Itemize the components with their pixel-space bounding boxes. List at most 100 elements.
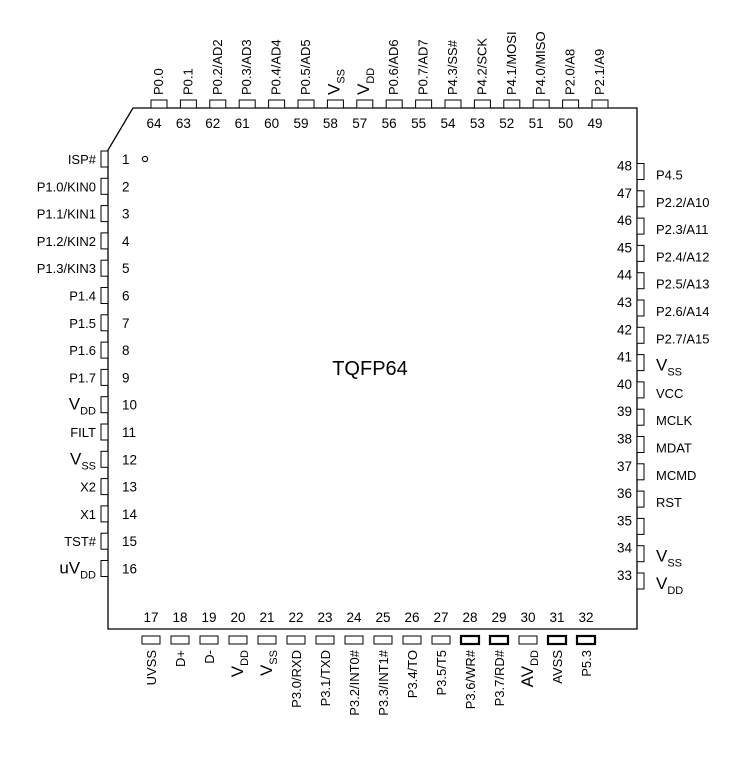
pin-27-number: 27 (433, 610, 448, 625)
pin-14-pad (100, 505, 109, 523)
pin-39-pad (636, 408, 645, 426)
pin-47-label: P2.2/A10 (656, 195, 710, 210)
pin-9-label: P1.7 (69, 370, 96, 385)
pin-58-label: VSS (324, 69, 347, 95)
pin-11-label: FILT (70, 425, 96, 440)
pin-11-pad (100, 423, 109, 441)
pin-16-number: 16 (122, 562, 137, 577)
pin-17-pad (141, 635, 161, 645)
pin-20-number: 20 (230, 610, 245, 625)
pin-15-number: 15 (122, 534, 137, 549)
pin-21-number: 21 (259, 610, 274, 625)
pin-53-pad (473, 99, 491, 109)
pin-38-pad (636, 436, 645, 453)
pin-33-pad (636, 572, 645, 590)
pin-49-label: P2.1/A9 (592, 49, 607, 95)
pin-50-number: 50 (558, 116, 573, 131)
pin-15-label: TST# (64, 534, 97, 549)
pin-28-pad (459, 634, 481, 646)
pin-43-label: P2.6/A14 (656, 304, 710, 319)
pin-24-number: 24 (346, 610, 362, 625)
pin-45-pad (636, 244, 645, 262)
pin-33-label: VDD (656, 574, 683, 597)
pin-13-label: X2 (80, 480, 96, 495)
pin-17-label: UVSS (144, 650, 159, 686)
pin-15-pad (100, 532, 109, 550)
pin-5-label: P1.3/KIN3 (37, 261, 96, 276)
pin-11-number: 11 (122, 425, 136, 440)
pin-43-number: 43 (617, 295, 632, 310)
pin-46-label: P2.3/A11 (656, 222, 709, 237)
pin-63-label: P0.1 (180, 68, 195, 95)
pin-37-label: MCMD (656, 468, 696, 483)
pin-46-pad (636, 217, 645, 235)
pin-18-label: D+ (173, 650, 188, 667)
pin-13-pad (100, 478, 109, 496)
pin-36-label: RST (656, 495, 682, 510)
pin-51-label: P4.0/MISO (533, 31, 548, 95)
pin-8-pad (100, 341, 109, 359)
pin-19-label: D- (202, 650, 217, 664)
pin-45-label: P2.4/A12 (656, 249, 710, 264)
pin-3-pad (100, 205, 109, 223)
pin-46-number: 46 (617, 213, 632, 228)
pin-23-label: P3.1/TXD (318, 650, 333, 706)
pin-61-pad (238, 99, 256, 109)
pin-29-pad (488, 634, 510, 646)
pin-29-number: 29 (491, 610, 506, 625)
pin-19-number: 19 (201, 610, 216, 625)
package-title: TQFP64 (332, 358, 408, 380)
package-outline (107, 107, 638, 630)
pin-42-label: P2.7/A15 (656, 331, 710, 346)
pin-17-number: 17 (143, 610, 158, 625)
pin-40-pad (636, 381, 645, 399)
pin-31-label: AVSS (550, 650, 565, 684)
pin-56-pad (385, 99, 403, 109)
pin-41-pad (636, 354, 645, 372)
pin-53-number: 53 (470, 116, 485, 131)
pin-57-label: VDD (354, 68, 377, 95)
pin-8-label: P1.6 (69, 343, 96, 358)
pin-43-pad (636, 299, 645, 317)
pin-48-label: P4.5 (656, 168, 683, 183)
pin-37-number: 37 (617, 459, 632, 474)
pin-26-label: P3.4/TO (405, 650, 420, 698)
pin-42-number: 42 (617, 322, 632, 337)
pin-10-pad (100, 396, 109, 414)
pin-21-label: VSS (257, 650, 280, 676)
pin-59-label: P0.5/AD5 (298, 39, 313, 95)
pin-48-number: 48 (617, 159, 632, 174)
pin-21-pad (257, 635, 277, 645)
pin-64-number: 64 (146, 116, 162, 131)
pin-4-pad (100, 232, 109, 250)
pin-39-number: 39 (617, 404, 632, 419)
pin-34-number: 34 (617, 541, 633, 556)
pin-58-number: 58 (323, 116, 338, 131)
pin-38-number: 38 (617, 432, 632, 447)
pin-62-label: P0.2/AD2 (210, 39, 225, 95)
pin-29-label: P3.7/RD# (492, 649, 507, 706)
pin-55-number: 55 (411, 116, 426, 131)
pin-22-label: P3.0/RXD (289, 650, 304, 708)
pin-38-label: MDAT (656, 441, 692, 456)
pin-52-number: 52 (499, 116, 514, 131)
pin-35-pad (636, 517, 645, 535)
pin-50-label: P2.0/A8 (563, 49, 578, 95)
pin-27-label: P3.5/T5 (434, 650, 449, 696)
pin-33-number: 33 (617, 568, 632, 583)
pin-12-number: 12 (122, 452, 137, 467)
pin-60-pad (268, 99, 286, 109)
top-pins: 49 P2.1/A9 50 P2.0/A8 51 P4.0/MISO 52 P4.1/MOSI… (146, 31, 609, 131)
pin-5-pad (100, 259, 109, 277)
pin-9-pad (100, 368, 109, 386)
pin-32-number: 32 (578, 610, 593, 625)
pin-3-label: P1.1/KIN1 (37, 207, 96, 222)
pin-39-label: MCLK (656, 413, 692, 428)
pin-36-pad (636, 490, 645, 508)
pin-13-number: 13 (122, 480, 137, 495)
pin-10-label: VDD (69, 395, 96, 418)
pin-62-number: 62 (205, 116, 220, 131)
pin-1-pad (100, 150, 109, 168)
pin-63-pad (179, 99, 197, 109)
